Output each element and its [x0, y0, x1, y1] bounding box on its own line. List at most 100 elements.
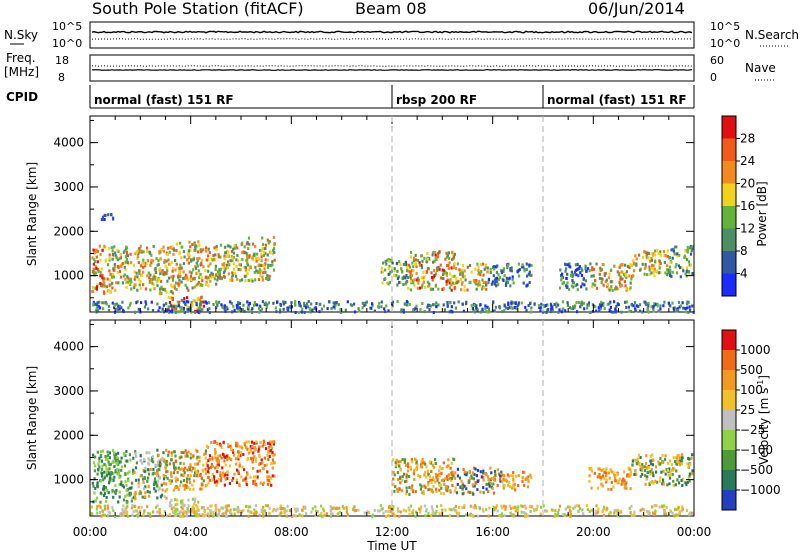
radar-return — [676, 478, 679, 482]
radar-return — [691, 304, 694, 308]
radar-return — [551, 308, 554, 312]
radar-return — [101, 273, 104, 277]
radar-return — [209, 262, 212, 266]
radar-return — [188, 306, 191, 310]
radar-return — [108, 456, 111, 460]
radar-return — [167, 305, 170, 309]
radar-return — [97, 304, 100, 308]
radar-return — [666, 469, 669, 472]
radar-return — [111, 301, 114, 305]
radar-return — [123, 249, 126, 253]
radar-return — [129, 301, 132, 305]
radar-return — [435, 510, 438, 513]
radar-return — [235, 441, 238, 445]
radar-return — [467, 479, 470, 483]
radar-return — [105, 455, 108, 459]
radar-return — [616, 514, 619, 518]
radar-return — [627, 466, 630, 470]
radar-return — [165, 496, 168, 500]
radar-return — [399, 263, 402, 267]
radar-return — [523, 470, 526, 474]
radar-return — [187, 504, 190, 508]
radar-return — [434, 458, 437, 462]
radar-return — [92, 300, 95, 304]
radar-return — [646, 466, 649, 470]
radar-return — [409, 504, 413, 508]
radar-return — [463, 285, 466, 289]
radar-return — [494, 474, 497, 477]
radar-return — [219, 276, 222, 280]
radar-return — [206, 470, 210, 474]
radar-return — [456, 511, 459, 515]
radar-return — [578, 507, 582, 511]
radar-return — [688, 263, 691, 267]
radar-return — [260, 249, 263, 253]
radar-return — [148, 276, 151, 280]
radar-return — [253, 508, 256, 512]
radar-return — [271, 450, 274, 454]
radar-return — [616, 511, 619, 515]
radar-return — [668, 459, 672, 463]
radar-return — [259, 271, 262, 275]
radar-return — [270, 462, 273, 466]
radar-return — [572, 285, 575, 289]
radar-return — [107, 213, 110, 217]
radar-return — [210, 509, 213, 513]
radar-return — [630, 277, 633, 281]
radar-return — [112, 448, 115, 452]
radar-return — [497, 278, 500, 281]
radar-return — [207, 258, 210, 261]
radar-return — [296, 507, 299, 511]
radar-return — [231, 271, 234, 275]
radar-return — [415, 278, 418, 282]
radar-return — [610, 487, 613, 491]
radar-return — [407, 263, 411, 267]
radar-return — [147, 271, 150, 275]
radar-return — [371, 302, 374, 306]
colorbar-swatch — [722, 116, 736, 139]
radar-return — [424, 462, 427, 466]
radar-return — [202, 479, 205, 483]
radar-return — [231, 258, 234, 262]
radar-return — [654, 249, 657, 253]
radar-return — [162, 288, 165, 292]
radar-return — [451, 253, 454, 257]
radar-return — [103, 291, 106, 295]
radar-return — [95, 255, 98, 259]
radar-return — [511, 275, 514, 279]
radar-return — [624, 263, 627, 267]
radar-return — [294, 311, 297, 314]
radar-return — [161, 269, 164, 273]
radar-return — [664, 512, 667, 516]
radar-return — [620, 310, 623, 314]
radar-return — [268, 442, 271, 446]
radar-return — [412, 509, 415, 513]
radar-return — [684, 249, 687, 253]
radar-return — [633, 269, 636, 273]
radar-return — [656, 249, 659, 253]
radar-return — [584, 279, 587, 283]
radar-return — [512, 483, 515, 487]
radar-return — [666, 249, 669, 253]
radar-return — [213, 480, 217, 484]
radar-return — [114, 490, 117, 494]
radar-return — [98, 300, 101, 304]
radar-return — [175, 262, 178, 266]
radar-return — [227, 254, 230, 257]
radar-return — [139, 244, 142, 248]
radar-return — [196, 264, 199, 268]
radar-return — [216, 278, 219, 282]
radar-return — [230, 512, 233, 516]
radar-return — [639, 464, 642, 468]
radar-return — [652, 309, 655, 313]
radar-return — [425, 260, 428, 264]
radar-return — [594, 283, 597, 287]
radar-return — [688, 513, 691, 517]
radar-return — [384, 310, 387, 314]
radar-return — [428, 460, 431, 464]
radar-return — [171, 247, 174, 251]
radar-return — [472, 278, 475, 282]
radar-return — [144, 300, 147, 304]
radar-return — [461, 272, 464, 276]
radar-return — [237, 309, 240, 313]
